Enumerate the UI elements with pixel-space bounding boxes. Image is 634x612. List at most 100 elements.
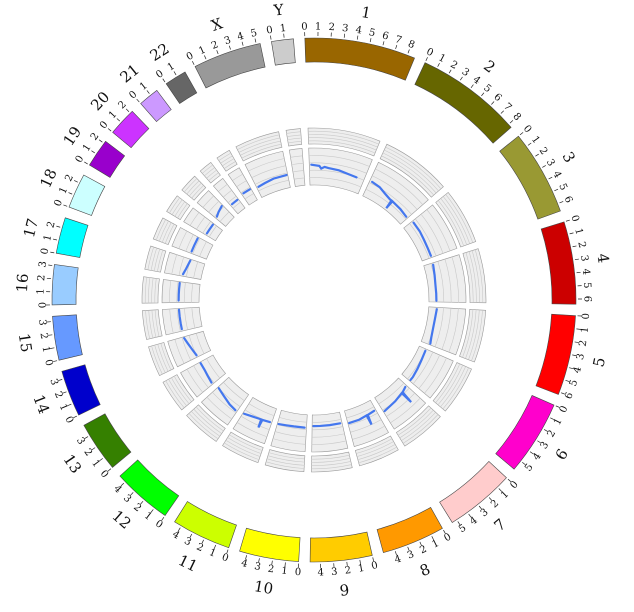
tick-chr-4	[565, 219, 570, 222]
data-line-chr-16	[177, 281, 181, 302]
tick-chr-1	[407, 49, 410, 54]
track-grid-chr-17	[178, 256, 185, 276]
data-line-chr-12	[217, 387, 237, 412]
tick-chr-20	[107, 128, 112, 132]
track-grid-chr-15	[176, 308, 181, 332]
data-line-chr-21	[230, 198, 239, 206]
track-panel-chr-y	[285, 128, 303, 147]
tick-label-chr-x: 2	[210, 39, 220, 52]
tick-label-chr-10: 1	[281, 566, 289, 578]
tick-label-chr-15: 0	[42, 358, 54, 367]
track-panel-chr-16	[141, 276, 160, 304]
tick-label-chr-2: 4	[471, 74, 483, 87]
chromosome-label-y: Y	[272, 0, 286, 19]
track-panel-chr-8	[344, 399, 389, 447]
tick-label-chr-19: 1	[81, 142, 94, 153]
tick-label-chr-5: 0	[581, 313, 592, 320]
track-grid-chr-1	[308, 137, 377, 151]
chromosome-label-6: 6	[552, 446, 572, 464]
tick-label-chr-12: 3	[121, 493, 133, 505]
track-grid-chr-14	[154, 344, 166, 373]
track-grid-chr-19	[174, 201, 186, 217]
tick-chr-6	[543, 429, 548, 432]
track-grid-chr-3	[420, 214, 444, 254]
data-line-chr-13	[199, 362, 213, 384]
tick-label-chr-4: 3	[578, 254, 590, 262]
tick-label-chr-21: 1	[138, 80, 150, 93]
track-grid-chr-16	[191, 283, 194, 303]
track-grid-chr-12	[188, 413, 219, 440]
tick-label-chr-8: 1	[431, 538, 442, 551]
tick-chr-13	[84, 436, 89, 439]
tick-label-chr-y: 1	[279, 23, 287, 35]
tick-label-chr-x: 3	[223, 35, 233, 47]
tick-label-chr-4: 2	[575, 241, 587, 249]
chromosome-label-2: 2	[480, 57, 498, 77]
track-grid-chr-22	[232, 173, 243, 181]
tick-chr-10	[245, 555, 247, 560]
track-grid-chr-13	[168, 379, 187, 407]
tick-chr-11	[177, 527, 181, 532]
track-grid-chr-12	[206, 396, 232, 420]
ideogram-chr-13	[83, 413, 132, 468]
tick-label-chr-7: 3	[479, 507, 491, 520]
track-panel-chr-4	[423, 254, 467, 303]
data-line-chr-19	[205, 223, 215, 235]
track-grid-chr-17	[153, 248, 161, 272]
track-grid-chr-6	[407, 348, 427, 380]
tick-label-chr-12: 0	[153, 518, 164, 531]
track-grid-chr-18	[185, 234, 194, 252]
track-grid-chr-16	[148, 277, 151, 304]
track-grid-chr-9	[311, 461, 351, 466]
tick-chr-x	[241, 41, 244, 46]
tick-chr-7	[457, 521, 461, 525]
tick-label-chr-12: 2	[131, 502, 143, 515]
track-grid-chr-y	[287, 134, 302, 137]
track-grid-chr-6	[435, 363, 461, 403]
data-line-chr-11	[243, 412, 272, 428]
tick-label-chr-7: 4	[468, 515, 480, 528]
track-grid-chr-6	[437, 365, 464, 406]
track-grid-chr-x	[258, 179, 289, 192]
tick-label-chr-19: 2	[89, 131, 102, 143]
track-grid-chr-4	[437, 261, 445, 303]
tick-chr-x	[192, 61, 195, 65]
tick-label-chr-4: 6	[581, 296, 592, 302]
track-grid-chr-10	[274, 431, 306, 438]
track-grid-chr-17	[185, 259, 192, 277]
tick-chr-7	[488, 497, 493, 501]
track-grid-chr-22	[244, 193, 254, 200]
tick-chr-10	[258, 558, 260, 563]
tick-label-chr-2: 0	[424, 46, 434, 59]
track-grid-chr-15	[184, 308, 188, 330]
track-grid-chr-2	[381, 155, 434, 196]
track-panel-chr-x	[235, 131, 283, 162]
track-grid-chr-21	[202, 164, 213, 174]
tick-chr-14	[67, 403, 72, 406]
track-grid-chr-16	[154, 278, 157, 303]
tick-label-chr-11: 4	[170, 529, 181, 542]
track-grid-chr-8	[356, 441, 394, 457]
track-grid-chr-12	[212, 391, 237, 414]
track-grid-chr-11	[248, 403, 275, 417]
track-grid-chr-2	[365, 188, 407, 220]
ideogram-chr-2	[414, 62, 512, 144]
ideogram-chr-17	[55, 217, 89, 258]
track-grid-chr-5	[468, 309, 480, 360]
tick-label-chr-1: 5	[368, 27, 377, 39]
tick-chr-19	[91, 150, 95, 154]
track-grid-chr-7	[386, 392, 416, 417]
tick-label-chr-11: 0	[220, 552, 230, 564]
tick-chr-13	[107, 468, 112, 472]
track-grid-chr-x	[254, 172, 288, 185]
track-grid-chr-14	[151, 345, 163, 375]
track-grid-chr-18	[192, 237, 201, 255]
tick-label-chr-7: 0	[508, 479, 520, 491]
tick-label-chr-9: 3	[331, 567, 338, 578]
track-grid-chr-1	[309, 169, 364, 181]
tick-label-chr-2: 5	[481, 83, 493, 96]
track-grid-chr-4	[468, 251, 477, 303]
track-grid-chr-21	[208, 172, 219, 181]
data-line-chr-20	[215, 205, 223, 218]
tick-chr-2	[470, 84, 474, 88]
